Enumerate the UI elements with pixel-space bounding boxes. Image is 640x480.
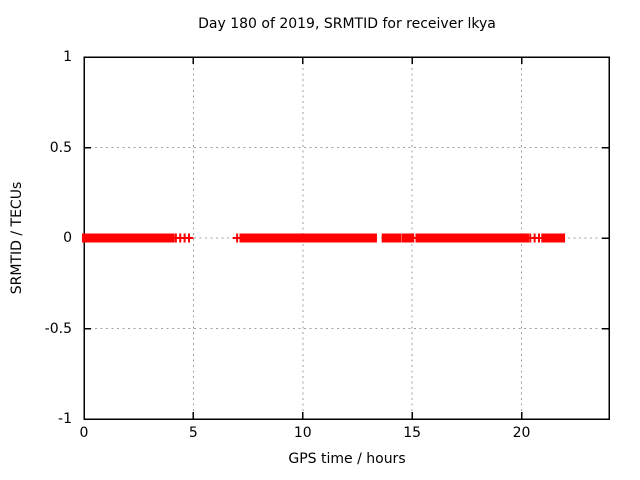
y-tick-label: 1	[63, 49, 72, 65]
x-tick-label: 15	[403, 425, 422, 441]
data-point-plus	[412, 233, 421, 243]
data-run	[239, 233, 369, 243]
data-run	[416, 233, 529, 243]
y-tick-label: -0.5	[44, 320, 72, 337]
x-tick-label: 0	[79, 425, 89, 441]
x-tick-label: 10	[293, 425, 312, 441]
data-point-plus	[184, 233, 194, 243]
x-axis-label: GPS time / hours	[288, 451, 406, 467]
data-point-plus	[537, 233, 547, 243]
x-tick-label: 5	[188, 425, 198, 441]
x-tick-label: 20	[512, 425, 531, 441]
data-run	[381, 233, 401, 243]
data-run	[82, 233, 175, 243]
y-tick-label: -1	[58, 411, 72, 427]
data-point-plus	[232, 233, 242, 243]
y-tick-label: 0	[63, 230, 72, 246]
data-run	[401, 233, 414, 243]
data-run	[367, 233, 377, 243]
chart-title: Day 180 of 2019, SRMTID for receiver lky…	[198, 16, 496, 32]
data-run	[542, 233, 566, 243]
y-tick-label: 0.5	[49, 139, 72, 156]
